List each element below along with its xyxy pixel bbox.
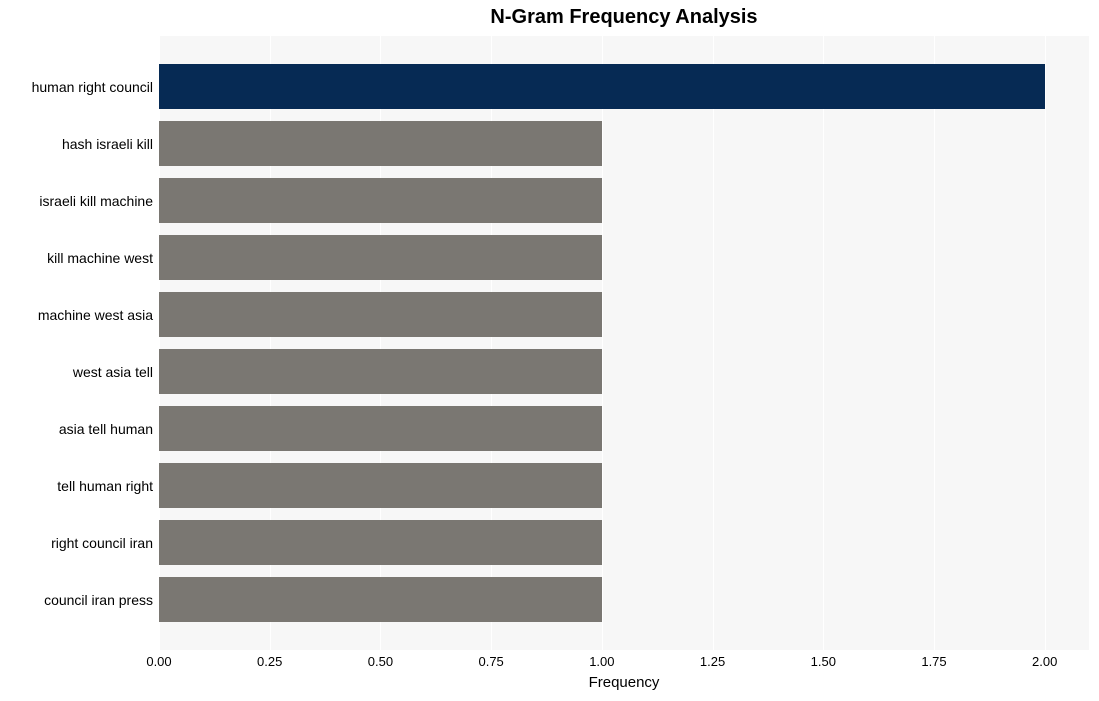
x-tick-label: 1.75 bbox=[921, 654, 946, 669]
y-axis-label: west asia tell bbox=[0, 364, 153, 380]
y-axis-label: asia tell human bbox=[0, 421, 153, 437]
bar bbox=[159, 178, 602, 222]
bar bbox=[159, 520, 602, 564]
chart-row bbox=[159, 400, 1089, 457]
bar bbox=[159, 406, 602, 450]
bar bbox=[159, 349, 602, 393]
x-tick-label: 0.75 bbox=[478, 654, 503, 669]
bar bbox=[159, 577, 602, 621]
y-axis-label: hash israeli kill bbox=[0, 136, 153, 152]
x-tick-label: 1.50 bbox=[811, 654, 836, 669]
plot-area bbox=[159, 36, 1089, 650]
y-axis-label: machine west asia bbox=[0, 307, 153, 323]
chart-row bbox=[159, 58, 1089, 115]
chart-row bbox=[159, 457, 1089, 514]
chart-row bbox=[159, 172, 1089, 229]
y-axis-label: kill machine west bbox=[0, 250, 153, 266]
x-tick-label: 0.50 bbox=[368, 654, 393, 669]
y-axis-label: council iran press bbox=[0, 592, 153, 608]
x-tick-label: 0.00 bbox=[146, 654, 171, 669]
bar bbox=[159, 292, 602, 336]
y-axis-label: israeli kill machine bbox=[0, 193, 153, 209]
chart-row bbox=[159, 514, 1089, 571]
x-tick-label: 2.00 bbox=[1032, 654, 1057, 669]
x-tick-label: 0.25 bbox=[257, 654, 282, 669]
chart-row bbox=[159, 286, 1089, 343]
chart-title: N-Gram Frequency Analysis bbox=[159, 6, 1089, 29]
y-axis-label: right council iran bbox=[0, 535, 153, 551]
chart-row bbox=[159, 343, 1089, 400]
bar bbox=[159, 121, 602, 165]
x-tick-label: 1.00 bbox=[589, 654, 614, 669]
chart-row bbox=[159, 115, 1089, 172]
y-axis-label: human right council bbox=[0, 79, 153, 95]
x-tick-label: 1.25 bbox=[700, 654, 725, 669]
bar bbox=[159, 235, 602, 279]
chart-row bbox=[159, 229, 1089, 286]
x-axis-title: Frequency bbox=[159, 674, 1089, 691]
chart-row bbox=[159, 571, 1089, 628]
bar bbox=[159, 64, 1045, 108]
ngram-frequency-chart: N-Gram Frequency Analysis Frequency huma… bbox=[0, 0, 1099, 701]
y-axis-label: tell human right bbox=[0, 478, 153, 494]
bar bbox=[159, 463, 602, 507]
